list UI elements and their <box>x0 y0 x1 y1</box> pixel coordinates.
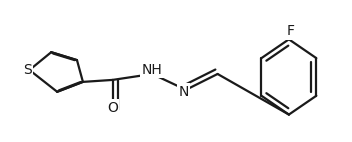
Text: O: O <box>107 101 118 115</box>
Text: F: F <box>287 24 295 38</box>
Text: N: N <box>179 85 189 99</box>
Text: S: S <box>23 63 32 77</box>
Text: NH: NH <box>142 63 163 77</box>
